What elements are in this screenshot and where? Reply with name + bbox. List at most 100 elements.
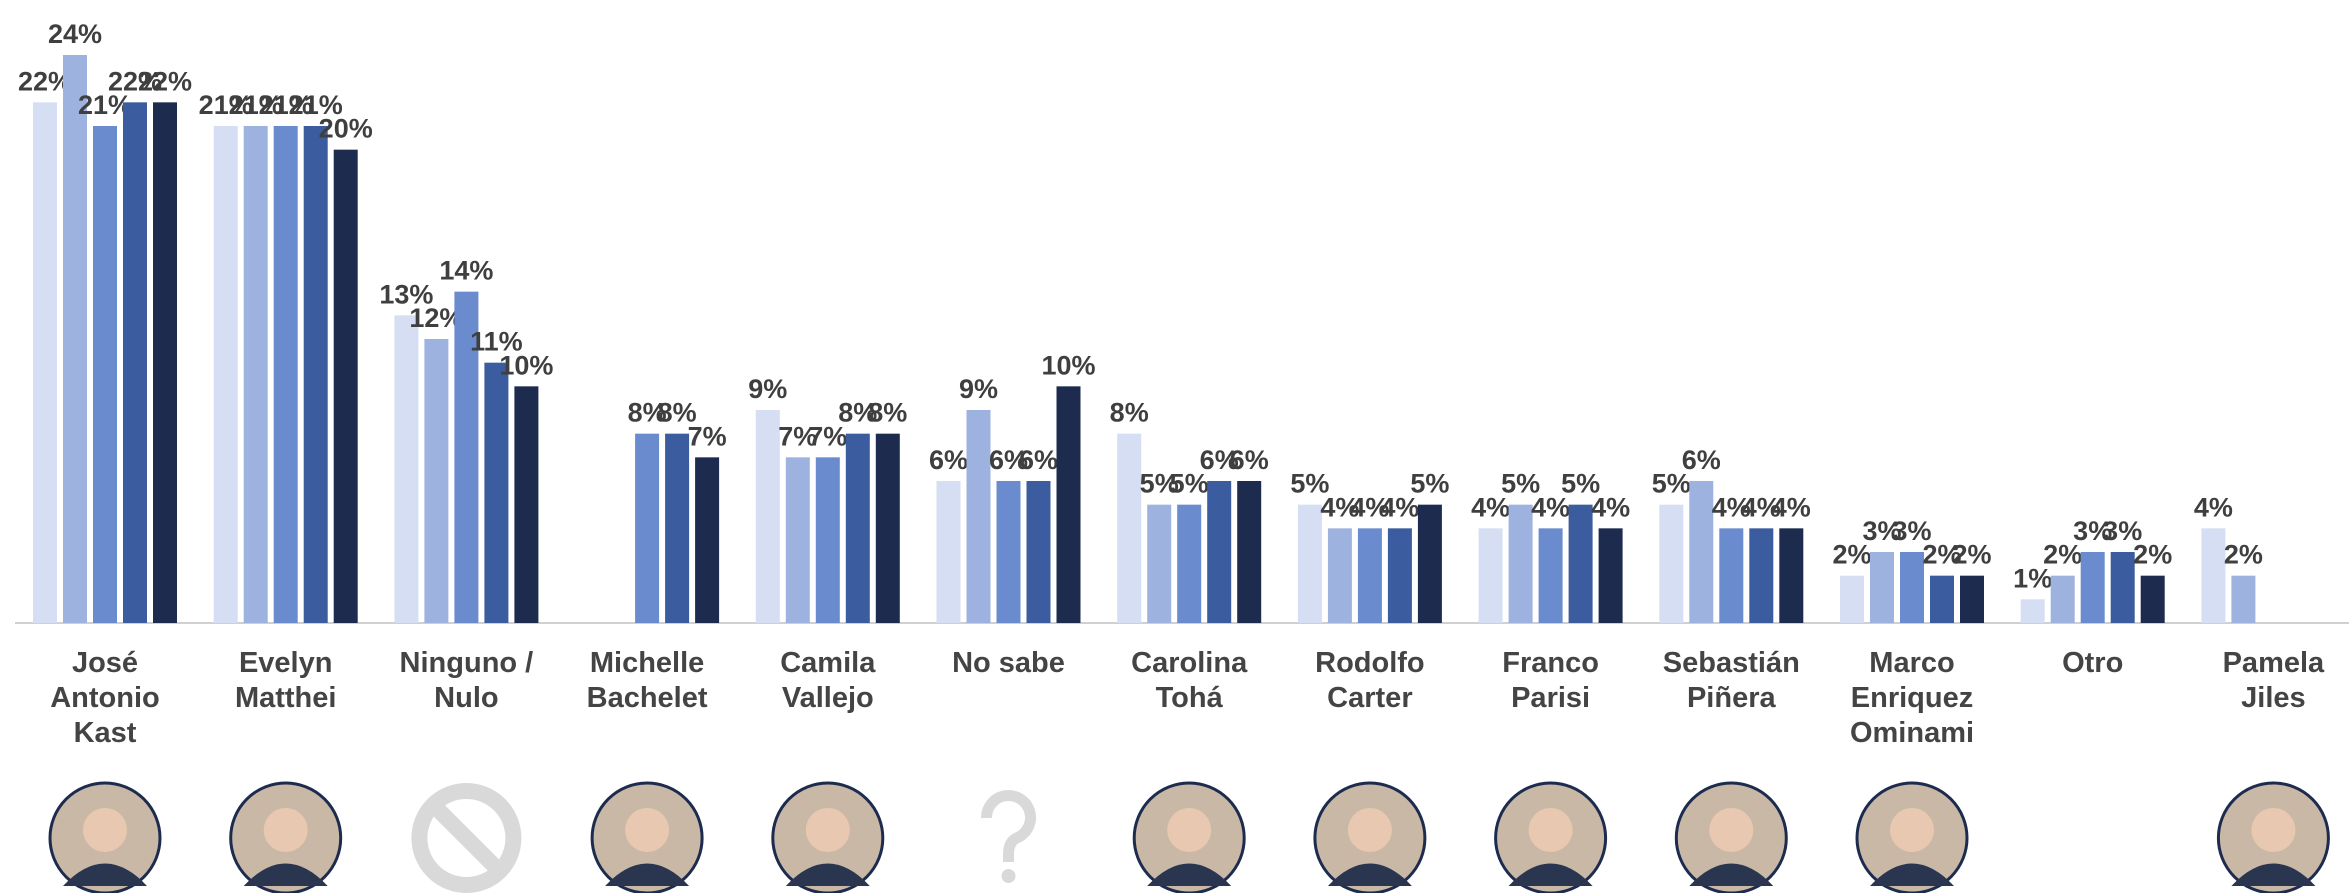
bar	[846, 434, 870, 623]
bar	[1569, 505, 1593, 623]
data-label: 2%	[2224, 540, 2263, 570]
avatar-face	[1348, 808, 1392, 852]
icon-question	[986, 796, 1030, 862]
bar	[33, 102, 57, 623]
bar	[274, 126, 298, 623]
bar	[1719, 528, 1743, 623]
bar	[1779, 528, 1803, 623]
bar	[1539, 528, 1563, 623]
data-label: 22%	[138, 66, 192, 96]
x-tick-label: Franco Parisi	[1471, 646, 1631, 716]
bar	[93, 126, 117, 623]
bar	[2231, 576, 2255, 623]
bar	[1388, 528, 1412, 623]
bar	[967, 410, 991, 623]
data-label: 2%	[2133, 540, 2172, 570]
bar	[514, 386, 538, 623]
avatar-face	[625, 808, 669, 852]
bar	[1509, 505, 1533, 623]
bar	[424, 339, 448, 623]
bar	[1659, 505, 1683, 623]
bar	[1027, 481, 1051, 623]
bar	[1900, 552, 1924, 623]
data-label: 4%	[1591, 492, 1630, 522]
avatar-face	[1529, 808, 1573, 852]
data-label: 6%	[1019, 445, 1058, 475]
bar	[2081, 552, 2105, 623]
data-label: 4%	[2194, 492, 2233, 522]
bar	[123, 102, 147, 623]
bar	[1237, 481, 1261, 623]
data-label: 2%	[1952, 540, 1991, 570]
data-label: 4%	[1772, 492, 1811, 522]
bar	[1689, 481, 1713, 623]
chart-svg: 22%24%21%22%22%21%21%21%21%20%13%12%14%1…	[0, 0, 2349, 893]
bar	[1117, 434, 1141, 623]
bar	[1840, 576, 1864, 623]
x-tick-label: Otro	[2013, 646, 2173, 681]
bar	[1418, 505, 1442, 623]
bar	[1930, 576, 1954, 623]
bar	[1358, 528, 1382, 623]
x-tick-label: No sabe	[929, 646, 1089, 681]
data-label: 14%	[439, 256, 493, 286]
x-tick-label: Carolina Tohá	[1109, 646, 1269, 716]
chart: 22%24%21%22%22%21%21%21%21%20%13%12%14%1…	[0, 0, 2349, 893]
x-tick-label: Michelle Bachelet	[567, 646, 727, 716]
data-label: 6%	[1230, 445, 1269, 475]
bar	[1298, 505, 1322, 623]
bar	[876, 434, 900, 623]
x-tick-label: Rodolfo Carter	[1290, 646, 1450, 716]
data-label: 10%	[1041, 350, 1095, 380]
bar	[1870, 552, 1894, 623]
x-tick-label: Evelyn Matthei	[206, 646, 366, 716]
x-tick-label: Camila Vallejo	[748, 646, 908, 716]
data-label: 10%	[499, 350, 553, 380]
bar	[334, 150, 358, 623]
bar	[997, 481, 1021, 623]
avatar-face	[264, 808, 308, 852]
bar	[1960, 576, 1984, 623]
bar	[2051, 576, 2075, 623]
avatar-face	[1709, 808, 1753, 852]
bar	[786, 457, 810, 623]
bar	[2141, 576, 2165, 623]
x-tick-label: Marco Enriquez Ominami	[1832, 646, 1992, 751]
bar	[1057, 386, 1081, 623]
data-label: 7%	[688, 421, 727, 451]
data-label: 8%	[1110, 398, 1149, 428]
bar	[756, 410, 780, 623]
bar	[1207, 481, 1231, 623]
data-label: 6%	[929, 445, 968, 475]
data-label: 20%	[319, 114, 373, 144]
bar	[665, 434, 689, 623]
x-tick-label: Ninguno / Nulo	[386, 646, 546, 716]
bar	[2111, 552, 2135, 623]
bar	[394, 315, 418, 623]
data-label: 5%	[1410, 469, 1449, 499]
data-label: 6%	[1682, 445, 1721, 475]
avatar-face	[1167, 808, 1211, 852]
bar	[484, 363, 508, 623]
bar	[635, 434, 659, 623]
bar	[1479, 528, 1503, 623]
data-label: 24%	[48, 19, 102, 49]
avatar-face	[2251, 808, 2295, 852]
data-label: 9%	[959, 374, 998, 404]
data-label: 8%	[868, 398, 907, 428]
bar	[2201, 528, 2225, 623]
bar	[1147, 505, 1171, 623]
bar	[63, 55, 87, 623]
bar	[937, 481, 961, 623]
bar	[304, 126, 328, 623]
x-tick-label: José Antonio Kast	[25, 646, 185, 751]
icon-question	[1002, 869, 1016, 883]
avatar-face	[1890, 808, 1934, 852]
avatar-face	[806, 808, 850, 852]
bar	[1177, 505, 1201, 623]
bar	[695, 457, 719, 623]
icon-none	[433, 805, 499, 871]
bar	[214, 126, 238, 623]
x-tick-label: Pamela Jiles	[2193, 646, 2349, 716]
data-label: 9%	[748, 374, 787, 404]
